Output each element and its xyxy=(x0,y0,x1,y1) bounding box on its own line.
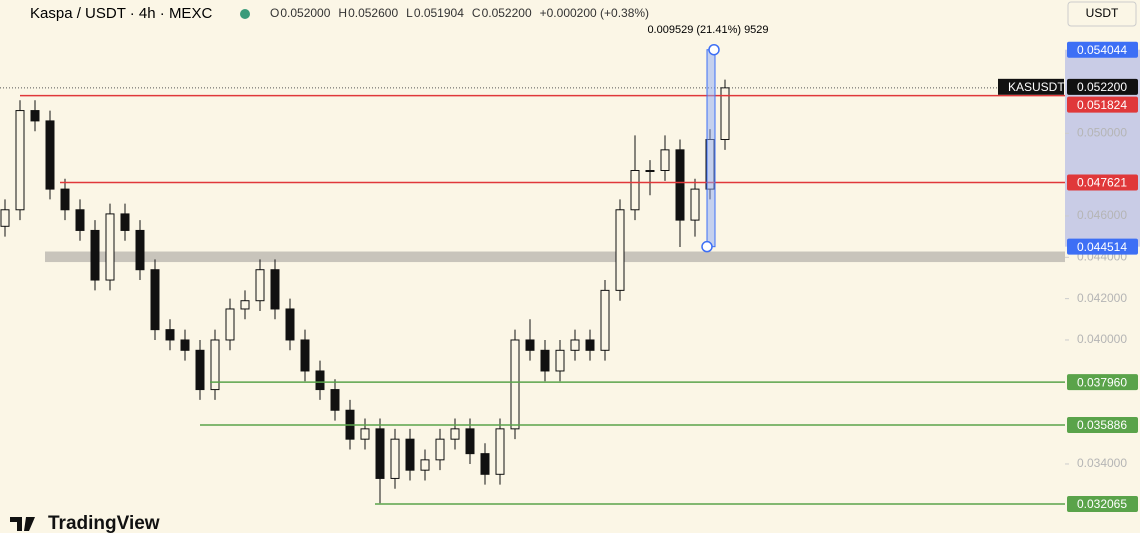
price-tag-name-bg xyxy=(998,78,1064,95)
logo-mark xyxy=(10,517,35,531)
level-tag-label: 0.037960 xyxy=(1077,375,1127,389)
level-tag-label: 0.044514 xyxy=(1077,240,1127,254)
candle-body xyxy=(405,438,415,471)
currency-button[interactable]: USDT xyxy=(1086,6,1119,20)
candle-body xyxy=(660,149,670,172)
symbol-title: Kaspa / USDT · 4h · MEXC xyxy=(30,5,212,22)
candle-body xyxy=(165,329,175,341)
y-tick-label: 0.042000 xyxy=(1077,291,1127,305)
candle-body xyxy=(450,428,460,440)
candle-body xyxy=(390,438,400,479)
candle-body xyxy=(510,339,520,430)
candle-body xyxy=(615,209,625,291)
candle-body xyxy=(690,188,700,221)
candle-body xyxy=(540,349,550,372)
candle-body xyxy=(585,339,595,351)
candle-body xyxy=(420,459,430,471)
candle-body xyxy=(285,308,295,341)
ohlc-key: L xyxy=(406,6,413,20)
candle-body xyxy=(330,389,340,411)
candle-body xyxy=(60,188,70,211)
candle-body xyxy=(45,120,55,190)
support-zone xyxy=(45,251,1065,263)
measure-handle xyxy=(701,240,713,253)
candle-body xyxy=(435,438,445,461)
level-tag xyxy=(1067,416,1138,433)
ohlc-key: O xyxy=(270,6,279,20)
candle-body xyxy=(225,308,235,341)
candle-body xyxy=(555,349,565,372)
level-tag-label: 0.052200 xyxy=(1077,80,1127,94)
ohlc-key: C xyxy=(472,6,481,20)
level-tag-label: 0.051824 xyxy=(1077,98,1127,112)
ohlc-value: 0.051904 xyxy=(414,6,464,20)
measure-label: 0.009529 (21.41%) 9529 xyxy=(647,24,768,36)
candle-body xyxy=(120,213,130,231)
candle-body xyxy=(630,170,640,211)
measure-handle xyxy=(708,43,720,56)
price-tag-name: KASUSDT xyxy=(1008,80,1065,94)
candle-body xyxy=(135,229,145,271)
level-tag xyxy=(1067,238,1138,255)
y-tick-label: 0.050000 xyxy=(1077,125,1127,139)
measure-range xyxy=(706,49,716,248)
candle-body xyxy=(270,269,280,310)
ohlc-value: 0.052000 xyxy=(280,6,330,20)
ohlc-value: 0.052200 xyxy=(482,6,532,20)
candle-body xyxy=(375,428,385,479)
candle-body xyxy=(180,339,190,351)
level-tag-label: 0.035886 xyxy=(1077,418,1127,432)
ohlc-key: H xyxy=(338,6,347,20)
candle-body xyxy=(465,428,475,455)
level-tag xyxy=(1067,174,1138,191)
candle-body xyxy=(300,339,310,372)
ohlc-value: 0.052600 xyxy=(348,6,398,20)
currency-button-frame xyxy=(1067,1,1137,27)
level-tag-label: 0.054044 xyxy=(1077,43,1127,57)
candle-body xyxy=(315,370,325,391)
candle-body xyxy=(255,269,265,302)
candle-body xyxy=(495,428,505,475)
candle-body xyxy=(210,339,220,391)
level-tag xyxy=(1067,78,1138,95)
level-tag xyxy=(1067,495,1138,512)
candle-body xyxy=(195,349,205,391)
level-tag xyxy=(1067,374,1138,391)
candle-body xyxy=(645,170,655,173)
candle-body xyxy=(360,428,370,440)
candle-body xyxy=(30,110,40,122)
candle-body xyxy=(0,209,10,227)
status-dot xyxy=(240,9,250,19)
candle-body xyxy=(480,453,490,475)
candle-body xyxy=(75,209,85,231)
candle-body xyxy=(15,110,25,211)
candle-body xyxy=(90,229,100,281)
candle-body xyxy=(600,289,610,351)
logo: TradingView xyxy=(48,513,160,533)
y-tick-label: 0.040000 xyxy=(1077,332,1127,346)
candle-body xyxy=(570,339,580,351)
y-tick-label: 0.046000 xyxy=(1077,208,1127,222)
candle-body xyxy=(525,339,535,351)
candle-body xyxy=(675,149,685,221)
level-tag-label: 0.047621 xyxy=(1077,176,1127,190)
level-tag xyxy=(1067,96,1138,113)
candle-body xyxy=(150,269,160,331)
y-tick-label: 0.034000 xyxy=(1077,456,1127,470)
level-tag xyxy=(1067,41,1138,58)
level-tag-label: 0.032065 xyxy=(1077,497,1127,511)
ohlc-change: +0.000200 (+0.38%) xyxy=(540,6,649,20)
candle-body xyxy=(105,213,115,281)
candle-body xyxy=(240,300,250,310)
candle-body xyxy=(720,87,730,141)
